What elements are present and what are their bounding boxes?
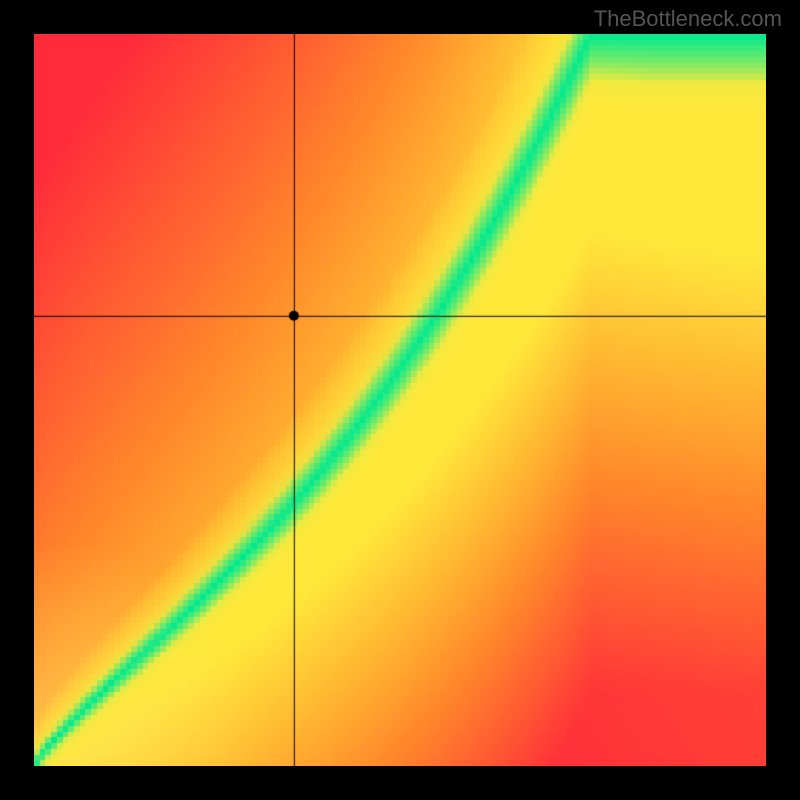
bottleneck-heatmap [34, 34, 766, 766]
root-container: TheBottleneck.com [0, 0, 800, 800]
watermark-label: TheBottleneck.com [594, 6, 782, 32]
